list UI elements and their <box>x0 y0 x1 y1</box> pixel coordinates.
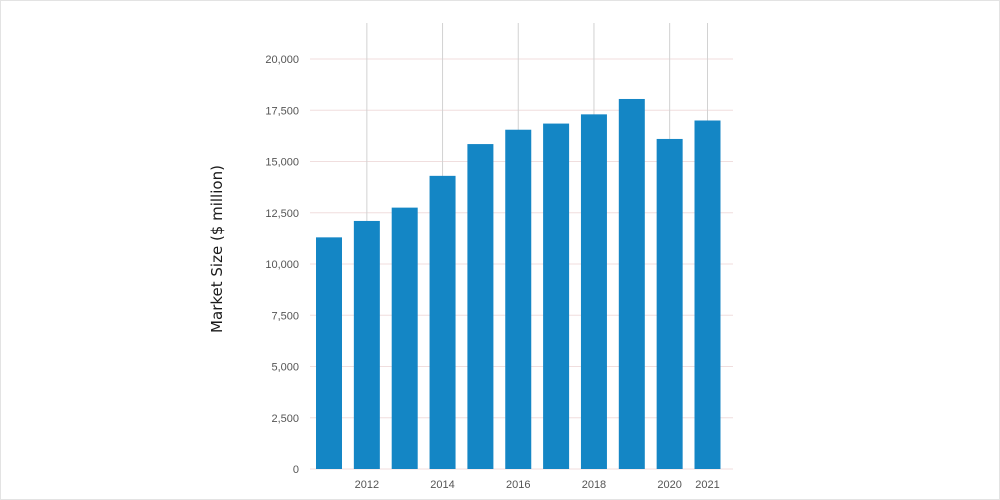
x-tick-label: 2018 <box>582 479 606 491</box>
y-axis-title: Market Size ($ million) <box>208 165 226 333</box>
bar-2016 <box>505 129 532 469</box>
y-tick-label: 12,500 <box>265 208 299 220</box>
bar-2019 <box>618 98 645 469</box>
y-axis-ticks: 0 2,500 5,000 7,500 10,000 12,500 15,000 17,500… <box>265 54 299 476</box>
y-tick-label: 5,000 <box>271 362 299 374</box>
bar-2017 <box>543 123 570 469</box>
x-axis-ticks: 2012 2014 2016 2018 2020 2021 <box>355 479 720 491</box>
bar-2021 <box>694 120 721 469</box>
x-tick-label: 2016 <box>506 479 530 491</box>
y-tick-label: 10,000 <box>265 259 299 271</box>
x-tick-label: 2012 <box>355 479 379 491</box>
x-tick-label: 2014 <box>430 479 454 491</box>
bar-2013 <box>391 207 418 469</box>
y-tick-label: 20,000 <box>265 54 299 66</box>
bar-2014 <box>429 175 456 469</box>
bar-2011 <box>316 237 342 469</box>
x-tick-label: 2020 <box>657 479 681 491</box>
y-tick-label: 2,500 <box>271 413 299 425</box>
bar-2020 <box>656 138 683 469</box>
y-tick-label: 15,000 <box>265 157 299 169</box>
bar-2012 <box>353 220 380 469</box>
y-tick-label: 7,500 <box>271 310 299 322</box>
y-tick-label: 0 <box>293 464 299 476</box>
x-tick-label: 2021 <box>695 479 719 491</box>
bar-2015 <box>467 144 494 469</box>
y-tick-label: 17,500 <box>265 105 299 117</box>
bars <box>316 98 721 469</box>
bar-2018 <box>580 114 607 469</box>
